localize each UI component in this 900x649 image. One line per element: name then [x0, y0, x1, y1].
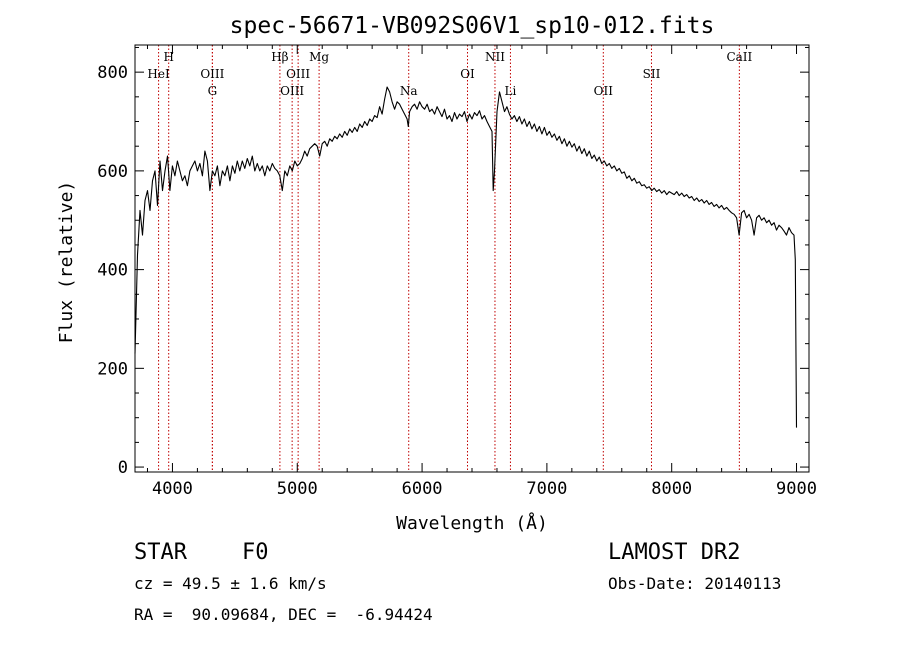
y-axis-label: Flux (relative)	[56, 181, 77, 344]
spectral-line-label: SII	[643, 67, 661, 81]
spectral-line-labels: HeI H OIII G Hβ OIII OIII Mg Na OI NII Li OII SII CaII	[147, 50, 752, 98]
coordinates-readout: RA = 90.09684, DEC = -6.94424	[134, 605, 433, 624]
x-axis-label: Wavelength (Å)	[396, 512, 548, 534]
spectrum-line	[134, 86, 798, 428]
spectral-line-label: NII	[485, 50, 505, 64]
y-tick-label: 0	[118, 458, 128, 478]
x-tick-label: 7000	[526, 479, 567, 499]
spectral-line-label: Li	[505, 84, 517, 98]
y-tick-labels: 0 200 400 600 800	[97, 63, 128, 478]
spectral-line-markers	[158, 45, 740, 472]
object-class: STAR	[134, 540, 187, 565]
x-tick-label: 4000	[152, 479, 193, 499]
y-tick-label: 600	[97, 162, 128, 182]
spectral-line-label: OI	[460, 67, 475, 81]
plot-frame	[134, 44, 810, 473]
redshift-readout: cz = 49.5 ± 1.6 km/s	[134, 574, 327, 593]
x-tick-label: 8000	[651, 479, 692, 499]
spectral-line-label: Hβ	[271, 50, 288, 64]
spectrum-series	[134, 86, 798, 428]
x-tick-label: 6000	[402, 479, 443, 499]
y-tick-label: 400	[97, 261, 128, 281]
axis-ticks	[135, 45, 809, 472]
y-tick-label: 800	[97, 63, 128, 83]
spectral-line-label: OIII	[200, 67, 224, 81]
spectral-line-label: OIII	[286, 67, 310, 81]
spectral-line-label: OII	[594, 84, 614, 98]
y-tick-label: 200	[97, 359, 128, 379]
spectral-line-label: HeI	[147, 67, 170, 81]
x-tick-labels: 4000 5000 6000 7000 8000 9000	[152, 479, 817, 499]
chart-title: spec-56671-VB092S06V1_sp10-012.fits	[230, 13, 715, 39]
spectral-line-label: OIII	[280, 84, 304, 98]
spectral-line-label: CaII	[726, 50, 752, 64]
spectral-line-label: Na	[400, 84, 418, 98]
survey-name: LAMOST DR2	[608, 540, 741, 565]
spectral-line-label: Mg	[309, 50, 329, 64]
spectral-subclass: F0	[242, 540, 269, 565]
spectral-line-label: G	[208, 84, 218, 98]
x-tick-label: 9000	[776, 479, 817, 499]
spectral-line-label: H	[163, 50, 173, 64]
observation-date: Obs-Date: 20140113	[608, 574, 782, 593]
x-tick-label: 5000	[277, 479, 318, 499]
